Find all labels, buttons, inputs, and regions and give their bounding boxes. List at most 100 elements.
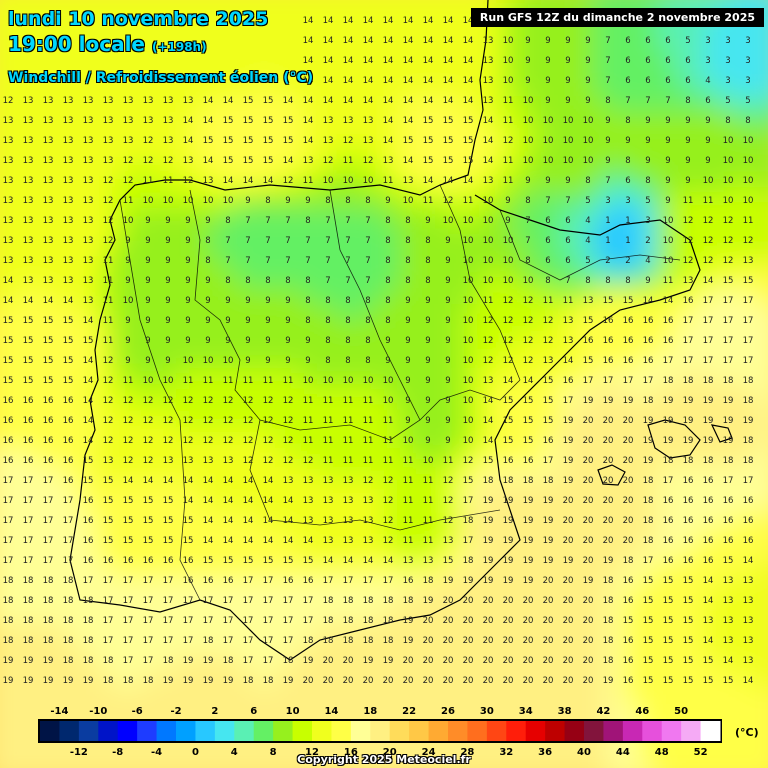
grid-value: 11: [323, 456, 334, 466]
grid-value: 17: [43, 556, 54, 566]
grid-value: 3: [705, 36, 710, 46]
grid-value: 8: [385, 316, 390, 326]
grid-value: 12: [523, 296, 534, 306]
grid-value: 6: [685, 56, 690, 66]
grid-value: 12: [203, 416, 214, 426]
grid-value: 14: [463, 76, 474, 86]
grid-value: 12: [243, 456, 254, 466]
grid-value: 18: [383, 616, 394, 626]
grid-value: 10: [323, 376, 334, 386]
grid-value: 14: [743, 676, 754, 686]
grid-value: 13: [3, 236, 14, 246]
grid-value: 11: [103, 316, 114, 326]
grid-value: 13: [483, 56, 494, 66]
grid-value: 17: [143, 596, 154, 606]
legend-label: 28: [460, 747, 474, 758]
grid-value: 18: [163, 656, 174, 666]
grid-value: 14: [143, 476, 154, 486]
grid-value: 12: [243, 416, 254, 426]
grid-value: 16: [403, 576, 414, 586]
grid-value: 16: [743, 496, 754, 506]
grid-value: 9: [545, 176, 550, 186]
grid-value: 16: [123, 556, 134, 566]
grid-value: 14: [483, 436, 494, 446]
grid-value: 10: [423, 456, 434, 466]
grid-value: 17: [23, 536, 34, 546]
legend-label: 12: [305, 747, 319, 758]
grid-value: 9: [145, 216, 150, 226]
grid-value: 15: [543, 416, 554, 426]
grid-value: 16: [23, 416, 34, 426]
grid-value: 17: [663, 356, 674, 366]
grid-value: 6: [685, 76, 690, 86]
grid-value: 20: [543, 636, 554, 646]
grid-value: 19: [723, 436, 734, 446]
grid-value: 9: [705, 116, 710, 126]
grid-value: 16: [23, 456, 34, 466]
grid-value: 15: [663, 676, 674, 686]
grid-value: 9: [665, 196, 670, 206]
grid-value: 4: [705, 76, 710, 86]
grid-value: 12: [103, 236, 114, 246]
grid-value: 17: [263, 616, 274, 626]
grid-value: 13: [743, 596, 754, 606]
grid-value: 14: [363, 56, 374, 66]
grid-value: 13: [103, 116, 114, 126]
grid-value: 16: [663, 556, 674, 566]
grid-value: 9: [125, 316, 130, 326]
grid-value: 11: [363, 396, 374, 406]
grid-value: 18: [63, 616, 74, 626]
legend-label: 0: [192, 747, 199, 758]
grid-value: 11: [403, 496, 414, 506]
grid-value: 19: [183, 676, 194, 686]
legend-label: 24: [422, 747, 436, 758]
grid-value: 17: [143, 576, 154, 586]
grid-value: 20: [403, 676, 414, 686]
grid-value: 14: [383, 16, 394, 26]
grid-value: 15: [63, 376, 74, 386]
grid-value: 9: [305, 196, 310, 206]
color-legend: -14 -10 -6 -2 2 6 10 14 18 22 26 30 34 38 42 46 50-12 -8-…: [38, 706, 722, 758]
grid-value: 13: [203, 456, 214, 466]
grid-value: 19: [403, 636, 414, 646]
grid-value: 6: [565, 256, 570, 266]
grid-value: 12: [443, 496, 454, 506]
grid-value: 9: [645, 276, 650, 286]
grid-value: 10: [343, 176, 354, 186]
grid-value: 14: [443, 56, 454, 66]
grid-value: 9: [605, 136, 610, 146]
grid-value: 11: [103, 276, 114, 286]
grid-value: 12: [503, 296, 514, 306]
grid-value: 9: [445, 436, 450, 446]
grid-value: 13: [323, 536, 334, 546]
grid-value: 18: [63, 576, 74, 586]
grid-value: 9: [185, 316, 190, 326]
grid-value: 17: [63, 496, 74, 506]
legend-label: -6: [132, 706, 143, 717]
grid-value: 16: [623, 656, 634, 666]
grid-value: 10: [723, 136, 734, 146]
grid-value: 19: [603, 396, 614, 406]
legend-swatch: [428, 721, 449, 741]
grid-value: 9: [445, 376, 450, 386]
grid-value: 8: [405, 216, 410, 226]
grid-value: 16: [683, 536, 694, 546]
grid-value: 17: [643, 556, 654, 566]
grid-value: 15: [283, 116, 294, 126]
grid-value: 9: [525, 176, 530, 186]
grid-value: 13: [23, 256, 34, 266]
grid-value: 14: [163, 476, 174, 486]
grid-value: 9: [425, 356, 430, 366]
grid-value: 20: [603, 496, 614, 506]
grid-value: 11: [483, 296, 494, 306]
grid-value: 14: [443, 16, 454, 26]
grid-value: 14: [123, 476, 134, 486]
grid-value: 10: [563, 156, 574, 166]
grid-value: 12: [263, 396, 274, 406]
grid-value: 14: [743, 556, 754, 566]
grid-value: 13: [703, 616, 714, 626]
grid-value: 10: [383, 396, 394, 406]
grid-value: 14: [403, 76, 414, 86]
grid-value: 10: [583, 136, 594, 146]
legend-swatch: [370, 721, 391, 741]
